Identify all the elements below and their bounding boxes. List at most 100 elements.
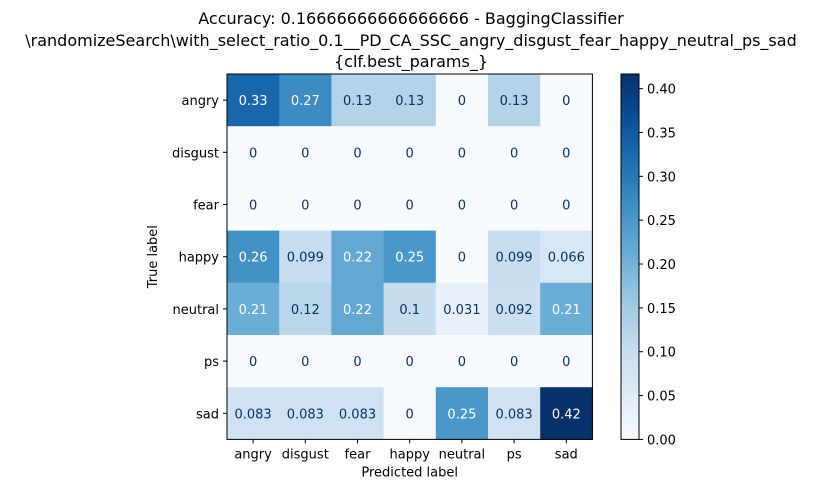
cell-value-label: 0.42 xyxy=(552,407,581,422)
heatmap-cell xyxy=(383,74,437,127)
cell-value-label: 0.083 xyxy=(339,407,376,422)
heatmap-cell xyxy=(331,387,385,440)
cell-value-label: 0 xyxy=(510,355,518,370)
cell-value-label: 0.13 xyxy=(395,94,424,109)
colorbar-tick-label: 0.40 xyxy=(647,83,676,98)
heatmap-cell xyxy=(435,387,489,440)
heatmap-cell xyxy=(488,282,541,336)
cell-value-label: 0 xyxy=(249,146,257,161)
colorbar-gradient xyxy=(620,73,640,440)
colorbar: 0.00 0.05 0.10 0.15 0.20 0.25 0.30 0.35 0.40 xyxy=(620,73,676,448)
title-line-3: {clf.best_params_} xyxy=(334,52,488,72)
title-line-2: \randomizeSearch\with_select_ratio_0.1__… xyxy=(25,31,796,51)
heatmap-value-labels: 0.33 0.27 0.13 0.13 0 0.13 0 0 0 0 0 0 0 0 0 0 0 0 0 0 0 0.26… xyxy=(234,94,584,422)
heatmap-cell xyxy=(331,74,385,127)
cell-value-label: 0 xyxy=(353,199,361,214)
heatmap-cell xyxy=(279,126,332,179)
x-axis-ticks: angry disgust fear happy neutral ps sad xyxy=(234,439,578,462)
x-tick-label: fear xyxy=(345,447,372,462)
heatmap-cell xyxy=(383,387,437,440)
heatmap-cell xyxy=(435,74,489,127)
cell-value-label: 0.066 xyxy=(548,251,585,266)
heatmap-cell xyxy=(383,335,437,388)
heatmap-cell xyxy=(279,230,332,284)
x-axis-label: Predicted label xyxy=(361,465,458,480)
cell-value-label: 0 xyxy=(249,199,257,214)
heatmap-cell xyxy=(383,230,437,284)
heatmap-cell xyxy=(227,282,280,336)
cell-value-label: 0.083 xyxy=(287,407,324,422)
x-tick-label: disgust xyxy=(282,447,329,462)
heatmap-cell xyxy=(540,335,593,388)
y-axis-label: True label xyxy=(146,225,161,289)
heatmap-cell xyxy=(488,178,541,232)
heatmap-cell xyxy=(383,178,437,232)
cell-value-label: 0 xyxy=(458,251,466,266)
cell-value-label: 0 xyxy=(510,199,518,214)
heatmap-cell xyxy=(227,178,280,232)
colorbar-tick-label: 0.10 xyxy=(647,346,676,361)
cell-value-label: 0.22 xyxy=(343,251,372,266)
y-axis-ticks: angry disgust fear happy neutral ps sad xyxy=(172,94,227,422)
cell-value-label: 0 xyxy=(458,355,466,370)
heatmap-cell xyxy=(227,230,280,284)
cell-value-label: 0.031 xyxy=(443,303,480,318)
cell-value-label: 0.21 xyxy=(552,303,581,318)
cell-value-label: 0 xyxy=(406,146,414,161)
cell-value-label: 0.1 xyxy=(399,303,420,318)
colorbar-tick-label: 0.15 xyxy=(647,302,676,317)
cell-value-label: 0 xyxy=(562,146,570,161)
heatmap-cell xyxy=(331,230,385,284)
heatmap-cell xyxy=(488,74,541,127)
x-tick-label: ps xyxy=(507,447,522,462)
cell-value-label: 0.13 xyxy=(500,94,529,109)
cell-value-label: 0 xyxy=(510,146,518,161)
y-tick-label: angry xyxy=(182,94,220,109)
heatmap-cell xyxy=(540,178,593,232)
heatmap-cell xyxy=(227,387,280,440)
cell-value-label: 0 xyxy=(301,355,309,370)
heatmap-cell xyxy=(540,74,593,127)
heatmap-cell xyxy=(488,126,541,179)
heatmap-cell xyxy=(227,126,280,179)
cell-value-label: 0 xyxy=(406,407,414,422)
cell-value-label: 0.22 xyxy=(343,303,372,318)
cell-value-label: 0.25 xyxy=(447,407,476,422)
cell-value-label: 0 xyxy=(249,355,257,370)
cell-value-label: 0.27 xyxy=(291,94,320,109)
colorbar-tick-label: 0.30 xyxy=(647,170,676,185)
heatmap-cell xyxy=(279,74,332,127)
heatmap-cell xyxy=(383,282,437,336)
heatmap-cell xyxy=(540,126,593,179)
y-tick-label: disgust xyxy=(172,146,219,161)
y-tick-label: happy xyxy=(179,251,220,266)
heatmap-cell xyxy=(331,126,385,179)
cell-value-label: 0 xyxy=(301,199,309,214)
heatmap-cell xyxy=(279,282,332,336)
cell-value-label: 0.092 xyxy=(495,303,532,318)
heatmap-cell xyxy=(331,335,385,388)
x-tick-label: happy xyxy=(389,447,430,462)
cell-value-label: 0.12 xyxy=(291,303,320,318)
y-tick-label: sad xyxy=(196,407,219,422)
colorbar-tick-label: 0.05 xyxy=(647,390,676,405)
heatmap-cell xyxy=(540,387,593,440)
cell-value-label: 0 xyxy=(458,94,466,109)
title-line-1: Accuracy: 0.16666666666666666 - BaggingC… xyxy=(198,9,624,28)
heatmap-cell xyxy=(435,230,489,284)
cell-value-label: 0 xyxy=(353,355,361,370)
cell-value-label: 0 xyxy=(562,94,570,109)
heatmap-cell xyxy=(383,126,437,179)
cell-value-label: 0.083 xyxy=(234,407,271,422)
heatmap-cell xyxy=(435,126,489,179)
colorbar-tick-label: 0.35 xyxy=(647,126,676,141)
cell-value-label: 0.13 xyxy=(343,94,372,109)
heatmap-cell xyxy=(488,387,541,440)
chart-title: Accuracy: 0.16666666666666666 - BaggingC… xyxy=(25,9,796,72)
x-tick-label: angry xyxy=(234,447,272,462)
cell-value-label: 0.26 xyxy=(239,251,268,266)
heatmap-cell xyxy=(279,387,332,440)
colorbar-tick-label: 0.20 xyxy=(647,258,676,273)
cell-value-label: 0 xyxy=(406,199,414,214)
